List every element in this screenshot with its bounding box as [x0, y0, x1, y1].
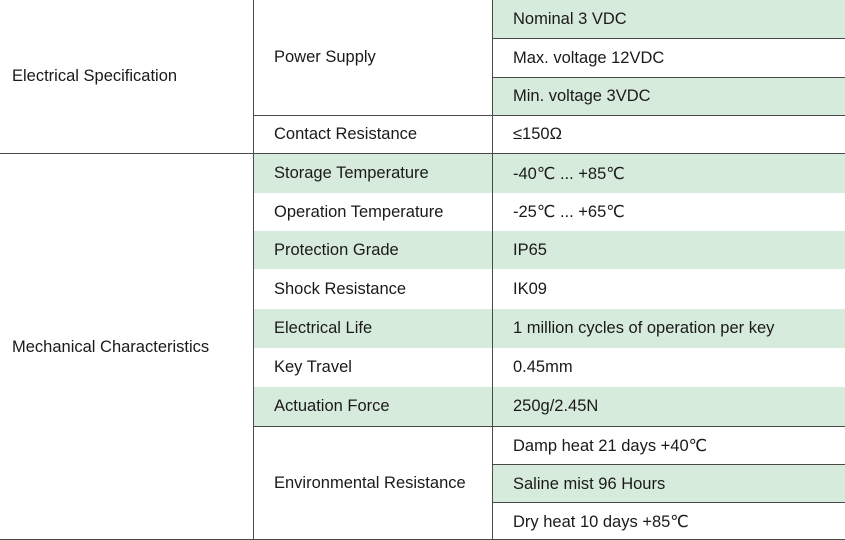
value-storage-temperature: -40℃ ... +85℃	[493, 154, 845, 193]
value-max-voltage: Max. voltage 12VDC	[513, 48, 665, 67]
value-nominal-voltage: Nominal 3 VDC	[493, 0, 845, 38]
row-divider	[492, 77, 845, 78]
value-damp-heat: Damp heat 21 days +40℃	[513, 437, 708, 455]
value-saline-mist: Saline mist 96 Hours	[493, 465, 845, 503]
row-divider	[492, 502, 845, 503]
row-divider	[492, 38, 845, 39]
param-storage-temperature: Storage Temperature	[254, 154, 492, 193]
param-key-travel: Key Travel	[274, 358, 352, 376]
value-protection-grade: IP65	[493, 231, 845, 269]
param-actuation-force: Actuation Force	[254, 387, 492, 426]
category-mechanical: Mechanical Characteristics	[12, 337, 210, 356]
value-dry-heat: Dry heat 10 days +85℃	[513, 512, 689, 531]
value-operation-temperature: -25℃ ... +65℃	[513, 203, 625, 221]
value-contact-resistance: ≤150Ω	[513, 125, 562, 143]
column-divider	[253, 0, 254, 540]
param-environmental-resistance: Environmental Resistance	[274, 474, 466, 492]
param-shock-resistance: Shock Resistance	[274, 280, 407, 298]
value-shock-resistance: IK09	[513, 280, 547, 298]
value-key-travel: 0.45mm	[513, 358, 573, 376]
value-electrical-life: 1 million cycles of operation per key	[493, 309, 845, 348]
row-divider	[492, 464, 845, 465]
value-min-voltage: Min. voltage 3VDC	[493, 78, 845, 115]
column-divider	[492, 0, 493, 540]
category-electrical: Electrical Specification	[12, 67, 178, 85]
section-divider	[0, 153, 845, 154]
value-actuation-force: 250g/2.45N	[493, 387, 845, 426]
param-contact-resistance: Contact Resistance	[274, 125, 418, 143]
param-power-supply: Power Supply	[274, 48, 376, 66]
param-electrical-life: Electrical Life	[254, 309, 492, 348]
row-divider	[253, 426, 845, 427]
row-divider	[253, 115, 845, 116]
param-protection-grade: Protection Grade	[254, 231, 492, 269]
param-operation-temperature: Operation Temperature	[274, 202, 444, 221]
